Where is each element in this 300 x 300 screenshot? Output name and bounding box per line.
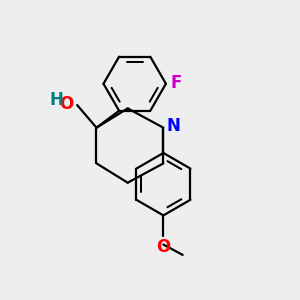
Text: O: O xyxy=(59,94,74,112)
Text: F: F xyxy=(170,74,182,92)
Text: O: O xyxy=(156,238,170,256)
Text: H: H xyxy=(50,91,64,109)
Text: N: N xyxy=(167,117,181,135)
